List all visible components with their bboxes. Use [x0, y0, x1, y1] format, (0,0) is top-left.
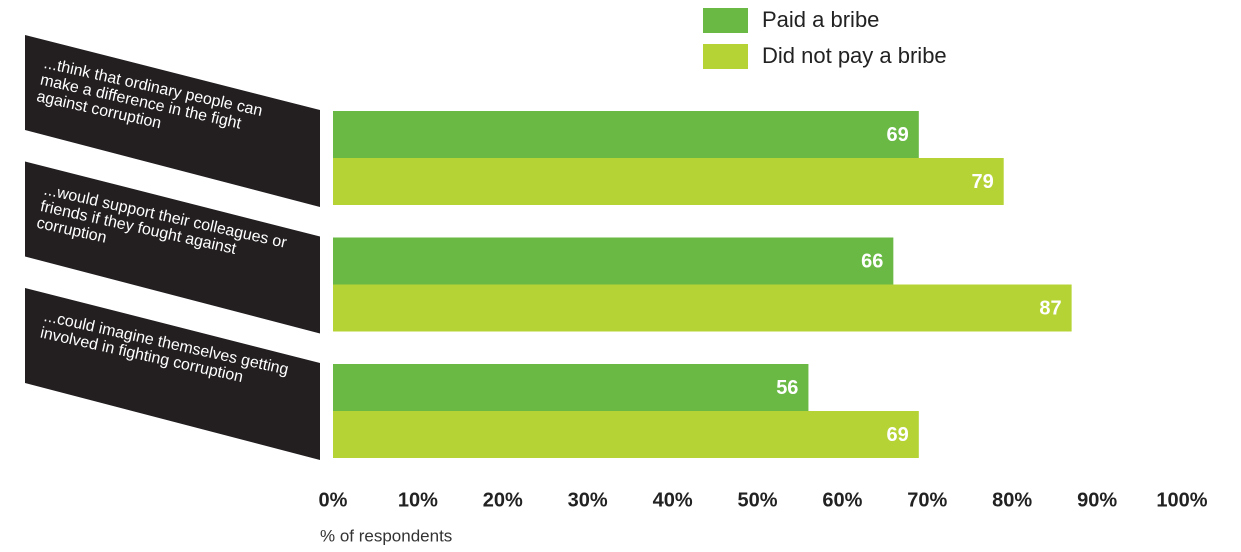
x-tick-label: 70%: [907, 489, 947, 511]
bar: [333, 284, 1072, 332]
bar: [333, 237, 894, 285]
x-tick-label: 90%: [1077, 489, 1117, 511]
x-tick-label: 0%: [319, 489, 348, 511]
data-label: 69: [887, 424, 909, 446]
data-label: 87: [1039, 297, 1061, 319]
category-panel: [25, 35, 320, 207]
x-axis-label: % of respondents: [320, 526, 452, 545]
bar: [333, 158, 1004, 205]
data-label: 79: [971, 171, 993, 193]
x-tick-label: 10%: [398, 489, 438, 511]
legend-label: Did not pay a bribe: [762, 43, 947, 68]
bar: [333, 111, 919, 158]
legend-swatch: [703, 8, 748, 33]
x-tick-label: 40%: [653, 489, 693, 511]
x-tick-label: 80%: [992, 489, 1032, 511]
x-tick-label: 20%: [483, 489, 523, 511]
legend-label: Paid a bribe: [762, 7, 879, 32]
legend-swatch: [703, 44, 748, 69]
data-label: 56: [776, 377, 798, 399]
x-tick-label: 30%: [568, 489, 608, 511]
x-tick-label: 100%: [1156, 489, 1207, 511]
data-label: 66: [861, 250, 883, 272]
category-panel: [25, 161, 320, 334]
category-panel: [25, 288, 320, 460]
bar: [333, 364, 809, 411]
bar: [333, 411, 919, 458]
data-label: 69: [887, 124, 909, 146]
x-tick-label: 60%: [822, 489, 862, 511]
x-tick-label: 50%: [737, 489, 777, 511]
